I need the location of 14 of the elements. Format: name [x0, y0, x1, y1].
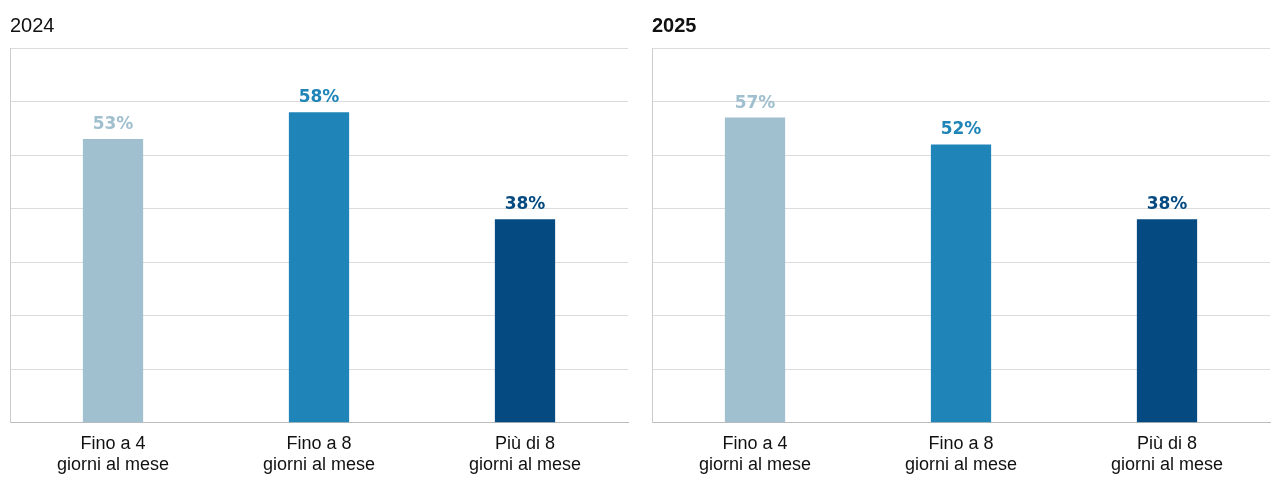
data-label: 53% [92, 112, 134, 133]
data-label: 57% [734, 91, 776, 112]
x-tick-label: Fino a 8 giorni al mese [262, 432, 376, 475]
data-label: 38% [504, 193, 546, 214]
data-label: 52% [940, 118, 982, 139]
x-tick-label: Fino a 4 giorni al mese [698, 432, 812, 475]
x-tick-label: Più di 8 giorni al mese [1110, 432, 1224, 475]
x-tick-label: Fino a 8 giorni al mese [904, 432, 1018, 475]
chart-title: 2024 [10, 13, 55, 36]
chart-title: 2025 [652, 13, 697, 36]
data-label: 58% [298, 86, 340, 107]
x-tick-label: Fino a 4 giorni al mese [56, 432, 170, 475]
x-tick-label: Più di 8 giorni al mese [468, 432, 582, 475]
data-label: 38% [1146, 193, 1188, 214]
